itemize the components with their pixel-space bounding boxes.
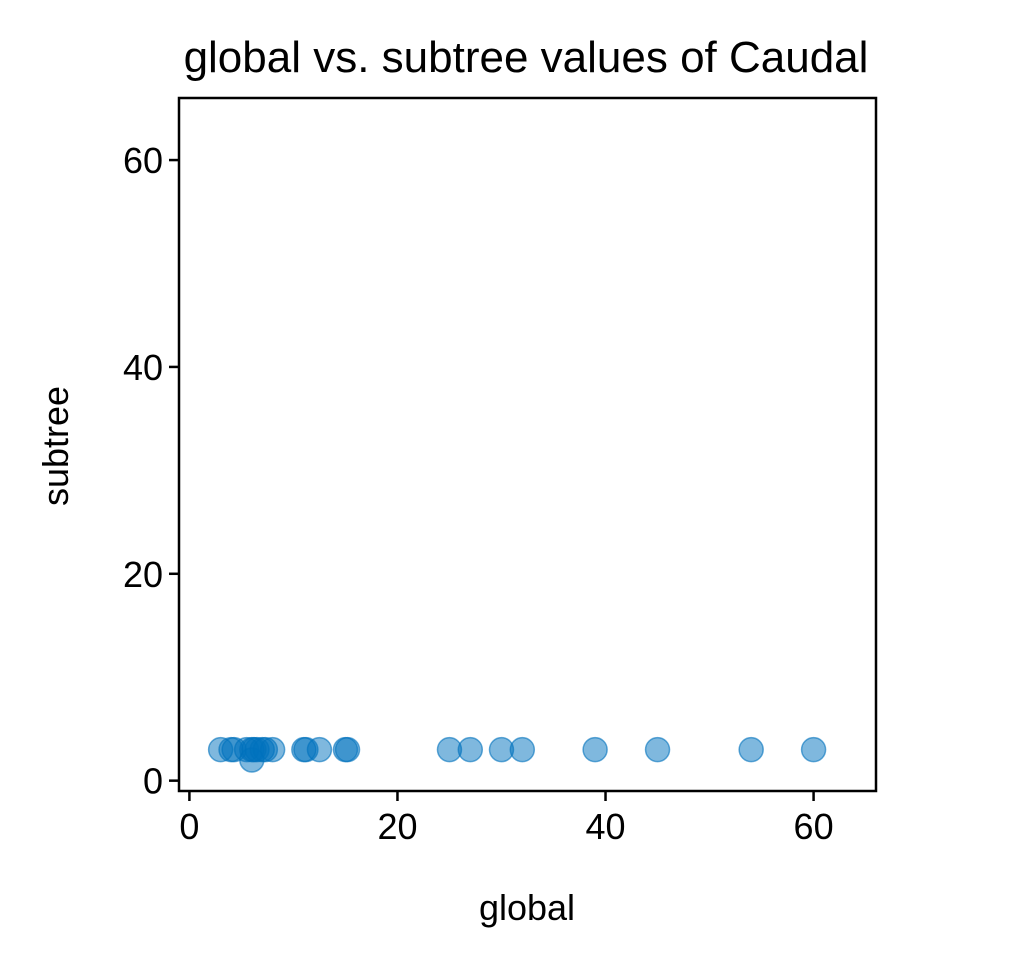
y-axis-label: subtree	[35, 386, 76, 506]
data-point	[334, 736, 361, 763]
y-tick-label: 0	[143, 761, 163, 802]
x-tick-label: 40	[585, 806, 625, 847]
y-axis: 0 20 40 60	[123, 140, 179, 802]
data-point	[800, 736, 827, 763]
data-point	[644, 736, 671, 763]
y-tick-label: 60	[123, 140, 163, 181]
x-tick-label: 0	[179, 806, 199, 847]
data-point	[738, 736, 764, 763]
data-point	[509, 736, 536, 763]
y-tick-label: 40	[123, 347, 163, 388]
x-tick-label: 60	[794, 806, 834, 847]
points-layer	[207, 736, 827, 773]
y-tick-label: 20	[123, 554, 163, 595]
x-tick-label: 20	[377, 806, 417, 847]
data-point	[306, 736, 333, 763]
data-point	[457, 736, 484, 763]
data-point	[259, 736, 286, 763]
plot-frame	[177, 96, 878, 793]
chart-title: global vs. subtree values of Caudal	[184, 33, 869, 82]
x-axis: 0 20 40 60	[179, 791, 834, 847]
x-axis-label: global	[479, 887, 575, 928]
data-point	[582, 736, 608, 763]
